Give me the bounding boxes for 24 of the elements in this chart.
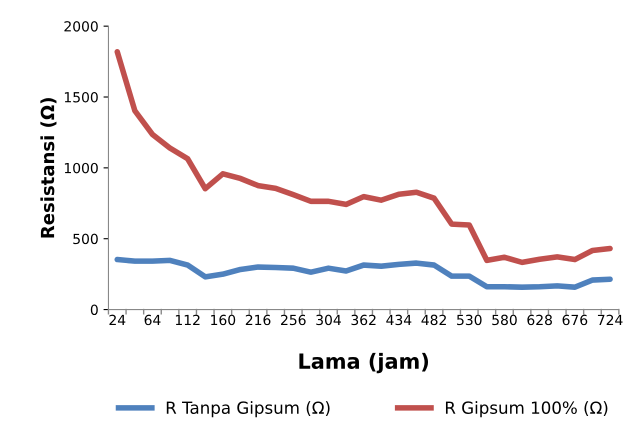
x-tick-label: 628 [527,314,552,326]
x-tick-label: 530 [457,314,482,326]
x-tick-label: 160 [211,314,236,326]
x-axis-title: Lama (jam) [299,352,428,374]
y-tick-label: 500 [73,234,98,244]
y-tick-label: 1000 [64,162,98,174]
x-tick-label: 434 [386,314,412,326]
x-tick-label: 216 [246,314,270,326]
legend-label: R Tanpa Gipsum (Ω) [166,401,330,418]
x-tick-label: 580 [492,314,517,326]
x-tick-label: 64 [144,314,161,326]
legend-label: R Gipsum 100% (Ω) [446,401,608,418]
x-tick-label: 362 [351,314,376,326]
x-tick-label: 112 [176,314,200,325]
x-tick-label: 256 [281,314,306,326]
x-tick-label: 24 [109,314,126,325]
y-tick-label: 2000 [64,21,98,32]
x-tick-label: 482 [421,314,446,326]
y-tick-label: 1500 [64,92,98,102]
x-tick-label: 724 [598,314,623,325]
x-tick-label: 676 [562,314,588,326]
x-tick-label: 304 [316,314,341,326]
y-axis-title: Resistansi (Ω) [40,98,56,238]
y-tick-label: 0 [90,304,98,316]
